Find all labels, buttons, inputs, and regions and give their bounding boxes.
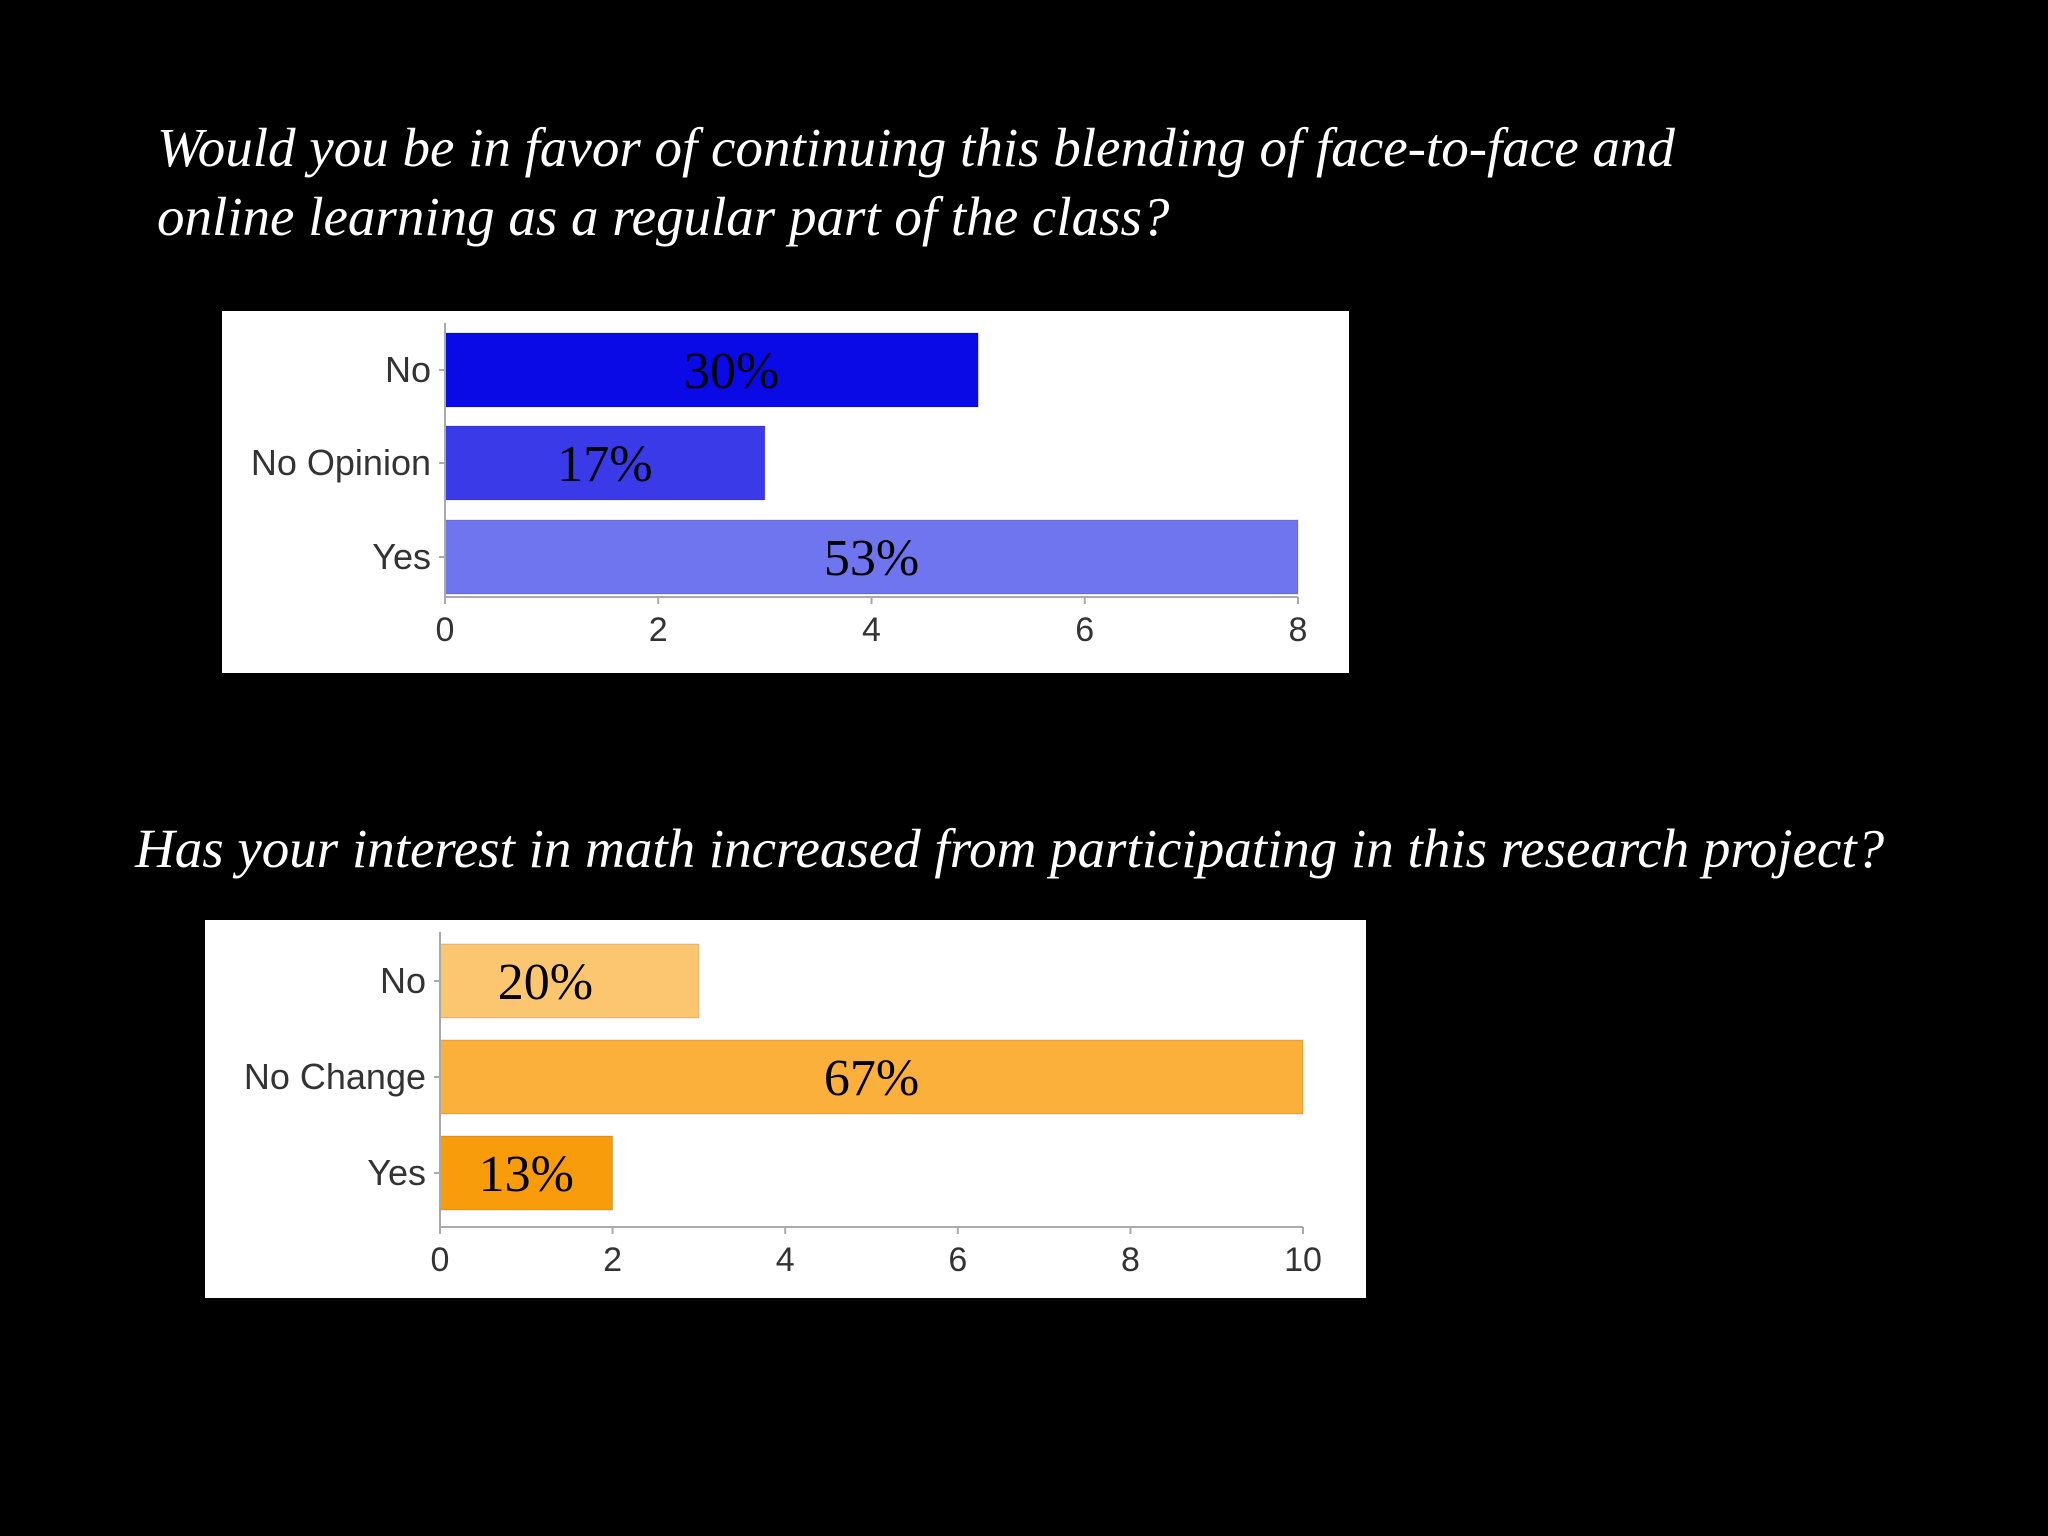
chart-1-data-label-2: 17% [557, 436, 652, 493]
chart-2-category-label-2: No Change [244, 1056, 426, 1097]
chart-2-data-label-1: 20% [498, 954, 593, 1011]
chart-2-bar-2 [439, 1039, 1304, 1115]
chart-1-x-tick-label-5: 8 [1289, 611, 1308, 649]
chart-1-bar-2 [444, 425, 766, 501]
chart-2-x-tick-label-4: 6 [948, 1241, 967, 1279]
chart-2-x-tick-label-5: 8 [1121, 1241, 1140, 1279]
chart-1-x-tick-label-2: 2 [649, 611, 668, 649]
chart-2-category-label-3: Yes [367, 1152, 426, 1193]
chart-2-category-label-1: No [380, 960, 426, 1001]
chart-1-category-label-2: No Opinion [251, 442, 431, 483]
chart-1-data-label-1: 30% [684, 343, 779, 400]
chart-1-svg: No 30% No Opinion 17% Yes 53% 0 2 4 6 8 [251, 323, 1308, 649]
chart-1-category-label-1: No [385, 349, 431, 390]
chart-2-x-tick-label-1: 0 [431, 1241, 450, 1279]
chart-1: No 30% No Opinion 17% Yes 53% 0 2 4 6 8 [222, 311, 1349, 673]
chart-2-svg: No 20% No Change 67% Yes 13% 0 2 4 6 8 10 [244, 932, 1322, 1279]
chart-2-data-label-3: 13% [479, 1146, 574, 1203]
chart-1-x-tick-label-4: 6 [1075, 611, 1094, 649]
chart-2-bar-1 [439, 943, 700, 1019]
chart-2-data-label-2: 67% [824, 1050, 919, 1107]
question-1-title: Would you be in favor of continuing this… [157, 113, 1675, 251]
chart-2: No 20% No Change 67% Yes 13% 0 2 4 6 8 10 [205, 920, 1366, 1298]
chart-1-data-label-3: 53% [824, 530, 919, 587]
chart-1-category-label-3: Yes [372, 536, 431, 577]
question-2-line-1: Has your interest in math increased from… [135, 818, 1885, 879]
question-2-title: Has your interest in math increased from… [135, 814, 1884, 883]
question-1-line-1: Would you be in favor of continuing this… [157, 117, 1675, 178]
chart-1-x-tick-label-1: 0 [436, 611, 455, 649]
chart-1-bar-1 [444, 332, 979, 408]
chart-2-x-tick-label-3: 4 [776, 1241, 795, 1279]
chart-2-x-tick-label-2: 2 [603, 1241, 622, 1279]
chart-1-x-tick-label-3: 4 [862, 611, 881, 649]
question-1-line-2: online learning as a regular part of the… [157, 186, 1170, 247]
chart-2-bar-3 [439, 1135, 614, 1211]
chart-2-x-tick-label-6: 10 [1284, 1241, 1322, 1279]
